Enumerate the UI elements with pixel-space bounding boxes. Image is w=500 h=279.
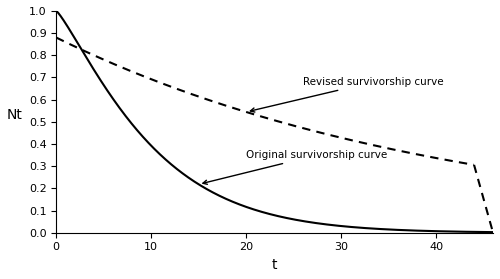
Y-axis label: Nt: Nt — [7, 108, 23, 122]
X-axis label: t: t — [272, 258, 278, 272]
Text: Revised survivorship curve: Revised survivorship curve — [250, 77, 444, 112]
Text: Original survivorship curve: Original survivorship curve — [203, 150, 388, 184]
